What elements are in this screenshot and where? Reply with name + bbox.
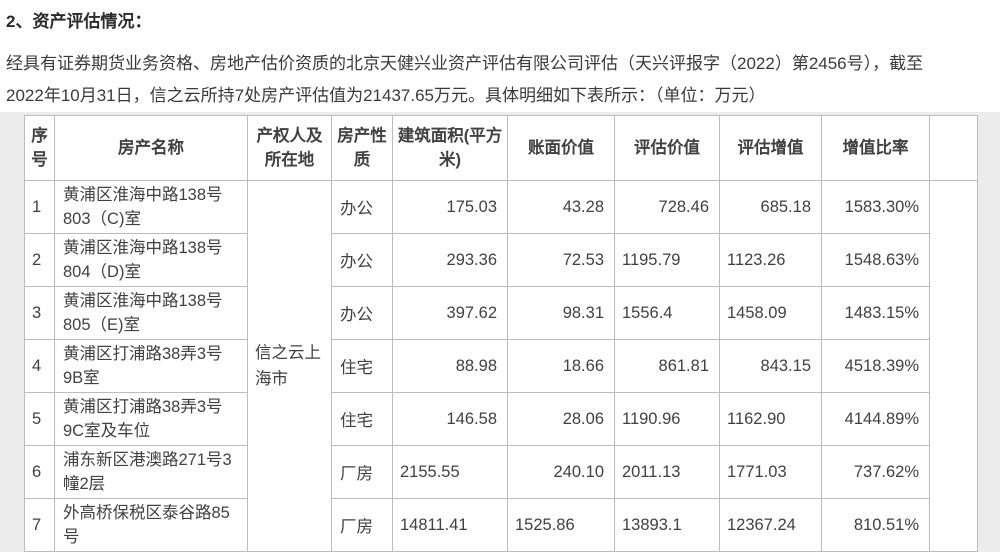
property-nature-cell: 厂房 xyxy=(331,445,393,499)
header-cell: 产权人及所在地 xyxy=(247,115,332,181)
header-row: 序号 房产名称 产权人及所在地 房产性质 建筑面积(平方米) 账面价值 评估价值 评估增值 增值… xyxy=(24,115,978,181)
assessed-value-cell: 1195.79 xyxy=(614,233,720,287)
area-cell: 2155.55 xyxy=(392,445,508,499)
assessed-value-cell: 1556.4 xyxy=(614,286,720,340)
header-cell: 序号 xyxy=(24,115,55,181)
intro-paragraph: 经具有证券期货业务资格、房地产估价资质的北京天健兴业资产评估有限公司评估（天兴评… xyxy=(6,54,924,105)
property-nature-cell: 办公 xyxy=(331,233,393,287)
header-cell: 账面价值 xyxy=(507,115,615,181)
area-cell: 175.03 xyxy=(392,180,508,234)
document-page: 2、资产评估情况： 经具有证券期货业务资格、房地产估价资质的北京天健兴业资产评估… xyxy=(0,10,1000,552)
table-header: 序号 房产名称 产权人及所在地 房产性质 建筑面积(平方米) 账面价值 评估价值 评估增值 增值… xyxy=(24,115,978,181)
table-row: 7 外高桥保税区泰谷路85 号 厂房 14811.41 1525.86 13893.1 12… xyxy=(24,498,978,552)
ratio-cell: 737.62% xyxy=(821,445,930,499)
property-nature-cell: 住宅 xyxy=(331,339,393,393)
section-title: 2、资产评估情况： xyxy=(6,12,152,31)
appreciation-cell: 1123.26 xyxy=(719,233,822,287)
area-cell: 293.36 xyxy=(392,233,508,287)
area-cell: 14811.41 xyxy=(392,498,508,552)
table-row: 5 黄浦区打浦路38弄3号 9C室及车位 住宅 146.58 28.06 1190.96 1… xyxy=(24,392,978,446)
property-name-cell: 黄浦区淮海中路138号 804（D)室 xyxy=(54,233,248,287)
book-value-cell: 98.31 xyxy=(507,286,615,340)
property-name-cell: 黄浦区淮海中路138号 805（E)室 xyxy=(54,286,248,340)
ratio-cell: 4144.89% xyxy=(821,392,930,446)
property-nature-cell: 厂房 xyxy=(331,498,393,552)
ratio-cell: 1483.15% xyxy=(821,286,930,340)
row-number-cell: 3 xyxy=(24,286,55,340)
property-name-cell: 黄浦区打浦路38弄3号 9C室及车位 xyxy=(54,392,248,446)
header-cell: 房产性质 xyxy=(331,115,393,181)
ratio-cell: 1583.30% xyxy=(821,180,930,234)
row-number-cell: 1 xyxy=(24,180,55,234)
header-cell xyxy=(929,115,978,181)
property-name-cell: 外高桥保税区泰谷路85 号 xyxy=(54,498,248,552)
appreciation-cell: 1458.09 xyxy=(719,286,822,340)
property-name-cell: 黄浦区淮海中路138号 803（C)室 xyxy=(54,180,248,234)
ratio-cell: 1548.63% xyxy=(821,233,930,287)
table-row: 1 黄浦区淮海中路138号 803（C)室 信之云上海市 办公 175.03 43.28 7… xyxy=(24,180,978,552)
property-nature-cell: 住宅 xyxy=(331,392,393,446)
table-row: 2 黄浦区淮海中路138号 804（D)室 办公 293.36 72.53 1195.79… xyxy=(24,233,978,287)
header-cell: 建筑面积(平方米) xyxy=(392,115,508,181)
property-name-cell: 黄浦区打浦路38弄3号 9B室 xyxy=(54,339,248,393)
assessed-value-cell: 861.81 xyxy=(614,339,720,393)
row-number-cell: 2 xyxy=(24,233,55,287)
appreciation-cell: 12367.24 xyxy=(719,498,822,552)
assessed-value-cell: 13893.1 xyxy=(614,498,720,552)
owner-location-cell: 信之云上海市 xyxy=(247,180,332,552)
table-row: 6 浦东新区港澳路271号3 幢2层 厂房 2155.55 240.10 2011.13 1… xyxy=(24,445,978,499)
header-cell: 评估增值 xyxy=(719,115,822,181)
row-number-cell: 7 xyxy=(24,498,55,552)
book-value-cell: 72.53 xyxy=(507,233,615,287)
property-nature-cell: 办公 xyxy=(331,180,393,234)
appreciation-cell: 685.18 xyxy=(719,180,822,234)
appreciation-cell: 1771.03 xyxy=(719,445,822,499)
header-cell: 增值比率 xyxy=(821,115,930,181)
table-container: 序号 房产名称 产权人及所在地 房产性质 建筑面积(平方米) 账面价值 评估价值 评估增值 增值… xyxy=(0,112,1000,552)
appreciation-cell: 843.15 xyxy=(719,339,822,393)
book-value-cell: 1525.86 xyxy=(507,498,615,552)
table-row: 4 黄浦区打浦路38弄3号 9B室 住宅 88.98 18.66 861.81 843.15… xyxy=(24,339,978,393)
area-cell: 397.62 xyxy=(392,286,508,340)
ratio-cell: 4518.39% xyxy=(821,339,930,393)
book-value-cell: 18.66 xyxy=(507,339,615,393)
table-body: 1 黄浦区淮海中路138号 803（C)室 信之云上海市 办公 175.03 43.28 7… xyxy=(24,180,978,552)
assessed-value-cell: 2011.13 xyxy=(614,445,720,499)
book-value-cell: 28.06 xyxy=(507,392,615,446)
book-value-cell: 240.10 xyxy=(507,445,615,499)
valuation-table: 序号 房产名称 产权人及所在地 房产性质 建筑面积(平方米) 账面价值 评估价值 评估增值 增值… xyxy=(24,115,978,552)
appreciation-cell: 1162.90 xyxy=(719,392,822,446)
table-row: 3 黄浦区淮海中路138号 805（E)室 办公 397.62 98.31 1556.4 1… xyxy=(24,286,978,340)
ratio-cell: 810.51% xyxy=(821,498,930,552)
property-name-cell: 浦东新区港澳路271号3 幢2层 xyxy=(54,445,248,499)
row-number-cell: 6 xyxy=(24,445,55,499)
assessed-value-cell: 1190.96 xyxy=(614,392,720,446)
assessed-value-cell: 728.46 xyxy=(614,180,720,234)
property-nature-cell: 办公 xyxy=(331,286,393,340)
row-number-cell: 4 xyxy=(24,339,55,393)
header-cell: 房产名称 xyxy=(54,115,248,181)
area-cell: 146.58 xyxy=(392,392,508,446)
row-number-cell: 5 xyxy=(24,392,55,446)
header-cell: 评估价值 xyxy=(614,115,720,181)
area-cell: 88.98 xyxy=(392,339,508,393)
empty-column-cell xyxy=(929,180,978,552)
book-value-cell: 43.28 xyxy=(507,180,615,234)
